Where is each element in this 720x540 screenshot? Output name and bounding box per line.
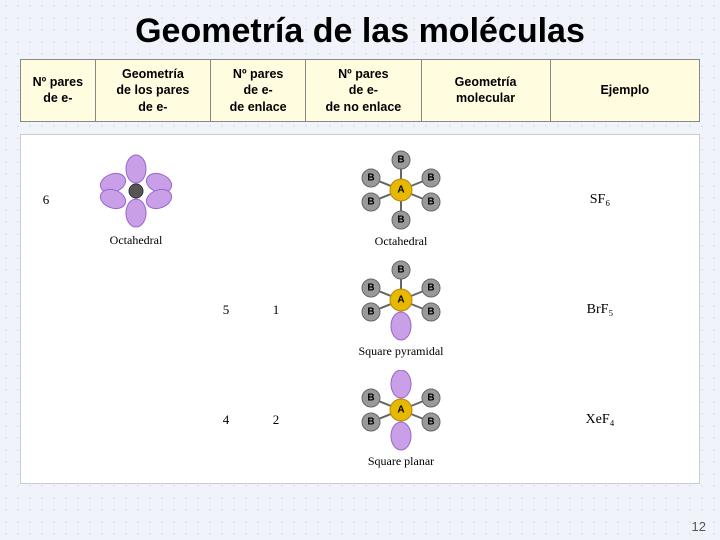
cell-mol-geom: B B B B A Square planar	[301, 370, 501, 469]
header-col-npairs: Nº paresde e-	[21, 60, 96, 122]
header-col-bond-pairs: Nº paresde e-de enlace	[211, 60, 306, 122]
header-col-mol-geom: Geometríamolecular	[421, 60, 550, 122]
svg-text:B: B	[427, 307, 434, 318]
table-row: 5 1 B B B B B A Square pyramidal BrF₅	[21, 255, 699, 365]
page-number: 12	[692, 519, 706, 534]
octahedral-molecule-icon: B B B B B B A	[341, 150, 461, 232]
cell-lone-pairs: 2	[251, 412, 301, 428]
cell-example: XeF₄	[501, 412, 699, 428]
header-table: Nº paresde e- Geometríade los paresde e-…	[20, 59, 700, 122]
svg-text:B: B	[397, 215, 404, 226]
table-row: 6 Octahedral B	[21, 145, 699, 255]
cell-bond-pairs: 4	[201, 412, 251, 428]
svg-text:A: A	[397, 295, 404, 306]
svg-text:B: B	[367, 283, 374, 294]
geom-label: Square planar	[368, 454, 434, 469]
header-col-lone-pairs: Nº paresde e-de no enlace	[306, 60, 421, 122]
geom-label: Octahedral	[375, 234, 428, 249]
svg-text:B: B	[427, 283, 434, 294]
cell-example: SF₆	[501, 192, 699, 208]
page-title: Geometría de las moléculas	[0, 0, 720, 59]
svg-text:B: B	[397, 155, 404, 166]
cell-mol-geom: B B B B B A Square pyramidal	[301, 260, 501, 359]
svg-text:B: B	[367, 197, 374, 208]
cell-npairs: 6	[21, 192, 71, 208]
cell-mol-geom: B B B B B B A Octahedral	[301, 150, 501, 249]
svg-text:B: B	[397, 265, 404, 276]
svg-text:B: B	[427, 197, 434, 208]
svg-text:A: A	[397, 405, 404, 416]
cell-lone-pairs: 1	[251, 302, 301, 318]
header-col-example: Ejemplo	[550, 60, 699, 122]
svg-text:B: B	[367, 307, 374, 318]
square-pyramidal-icon: B B B B B A	[341, 260, 461, 342]
svg-text:A: A	[397, 185, 404, 196]
header-col-epair-geom: Geometríade los paresde e-	[95, 60, 210, 122]
cell-bond-pairs: 5	[201, 302, 251, 318]
cell-epair-shape: Octahedral	[71, 151, 201, 248]
geom-label: Square pyramidal	[359, 344, 444, 359]
svg-text:B: B	[367, 417, 374, 428]
epair-label: Octahedral	[110, 233, 163, 248]
svg-text:B: B	[427, 417, 434, 428]
svg-text:B: B	[367, 173, 374, 184]
svg-text:B: B	[427, 173, 434, 184]
content-panel: 6 Octahedral B	[20, 134, 700, 484]
octahedral-lobes-icon	[91, 151, 181, 231]
svg-text:B: B	[367, 393, 374, 404]
svg-text:B: B	[427, 393, 434, 404]
cell-example: BrF₅	[501, 302, 699, 318]
table-row: 4 2 B B B B A Square planar XeF₄	[21, 365, 699, 475]
square-planar-icon: B B B B A	[341, 370, 461, 452]
